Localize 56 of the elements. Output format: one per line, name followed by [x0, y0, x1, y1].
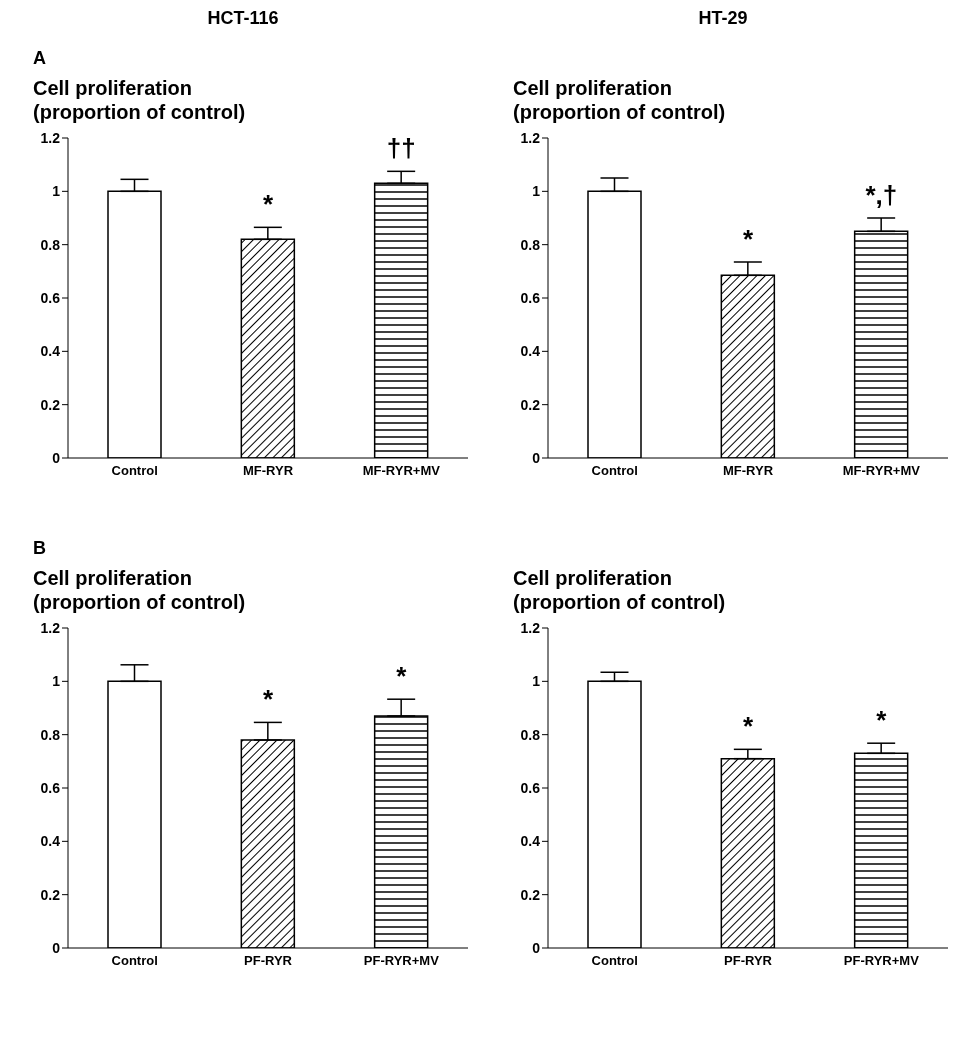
y-tick-label: 0 — [532, 449, 541, 466]
annotation: * — [396, 661, 408, 692]
annotation: * — [742, 224, 754, 254]
y-tick-label: 1 — [532, 673, 541, 690]
x-tick-label: MF-RYR — [242, 463, 294, 479]
y-axis-title: Cell proliferation (proportion of control) — [512, 566, 727, 615]
y-tick-label: 0.8 — [40, 726, 61, 743]
x-tick-label: Control — [591, 953, 638, 969]
y-tick-label: 0.2 — [520, 886, 541, 903]
x-tick-label: PF-RYR — [244, 953, 293, 969]
annotation: †† — [386, 133, 416, 164]
x-tick-label: PF-RYR+MV — [843, 953, 920, 969]
text: A — [33, 48, 46, 68]
annotation: * — [742, 711, 754, 742]
x-tick-label: MF-RYR+MV — [362, 463, 441, 479]
y-tick-label: 0.4 — [520, 833, 541, 850]
chart-title: HT-29 — [697, 8, 749, 30]
y-tick-label: 1.2 — [520, 619, 541, 636]
y-tick-label: 1 — [52, 673, 61, 690]
y-tick-label: 0.8 — [520, 236, 541, 253]
y-tick-label: 0.6 — [520, 289, 541, 306]
y-tick-label: 0.2 — [520, 396, 541, 413]
y-tick-label: 0 — [52, 939, 61, 956]
y-tick-label: 0.4 — [40, 833, 61, 850]
y-tick-label: 1.2 — [520, 129, 541, 146]
y-tick-label: 0 — [532, 939, 541, 956]
x-tick-label: PF-RYR+MV — [363, 953, 440, 969]
y-tick-label: 0.6 — [520, 779, 541, 796]
x-tick-label: MF-RYR+MV — [842, 463, 921, 479]
y-tick-label: 0.4 — [40, 343, 61, 360]
x-tick-label: Control — [591, 463, 638, 479]
y-axis-title: Cell proliferation (proportion of control) — [32, 566, 247, 615]
y-tick-label: 0.4 — [520, 343, 541, 360]
chart-title: HCT-116 — [206, 8, 280, 30]
y-axis-title: Cell proliferation (proportion of control) — [32, 76, 247, 125]
y-tick-label: 1.2 — [40, 619, 61, 636]
y-tick-label: 0.2 — [40, 886, 61, 903]
text: B — [33, 538, 46, 558]
y-tick-label: 0.8 — [40, 236, 61, 253]
x-tick-label: PF-RYR — [724, 953, 773, 969]
annotation: * — [262, 189, 274, 220]
x-tick-label: Control — [111, 953, 158, 969]
y-tick-label: 0.2 — [40, 396, 61, 413]
y-tick-label: 1.2 — [40, 129, 61, 146]
y-tick-label: 0 — [52, 449, 61, 466]
x-tick-label: Control — [111, 463, 158, 479]
y-tick-label: 1 — [52, 183, 61, 200]
y-tick-label: 1 — [532, 183, 541, 200]
y-tick-label: 0.6 — [40, 289, 61, 306]
x-tick-label: MF-RYR — [722, 463, 774, 479]
y-tick-label: 0.6 — [40, 779, 61, 796]
y-tick-label: 0.8 — [520, 726, 541, 743]
annotation: * — [262, 684, 274, 715]
y-axis-title: Cell proliferation (proportion of control) — [512, 76, 727, 125]
annotation: * — [876, 705, 888, 736]
annotation: *,† — [865, 180, 898, 210]
